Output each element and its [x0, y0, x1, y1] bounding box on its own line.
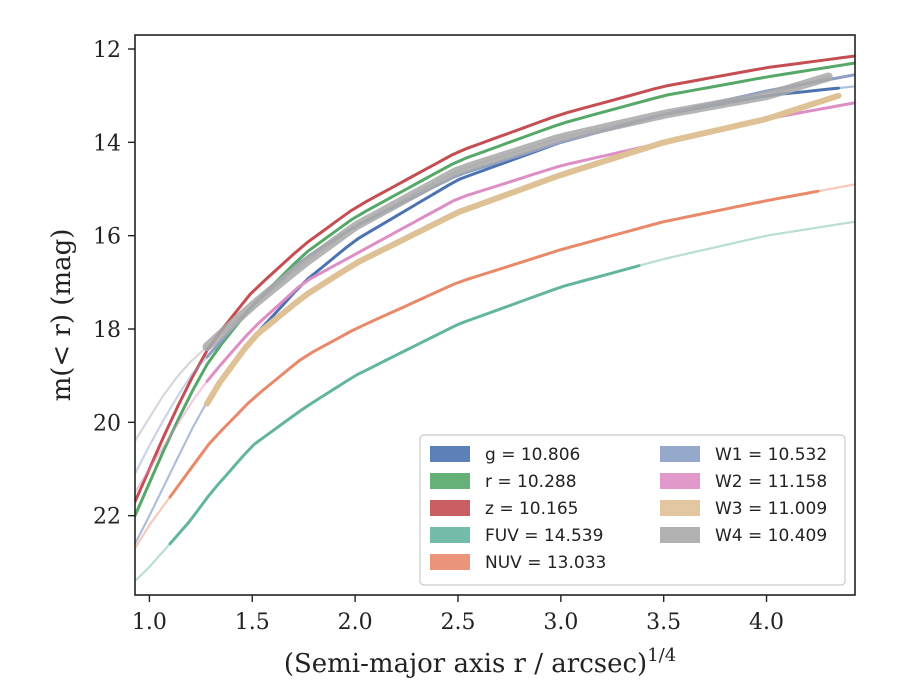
x-tick-label: 3.0	[543, 610, 578, 635]
series-w1-model-line	[135, 73, 855, 475]
legend-swatch	[660, 446, 700, 462]
series-w1-line	[205, 73, 855, 359]
legend-label: g = 10.806	[485, 445, 580, 465]
x-tick-label: 4.0	[749, 610, 784, 635]
series-nuv	[135, 183, 855, 549]
x-tick-label: 2.5	[440, 610, 475, 635]
x-tick-label: 1.0	[132, 610, 167, 635]
y-tick-label: 16	[93, 225, 121, 250]
y-tick-label: 14	[93, 131, 121, 156]
series-fuv-line	[168, 264, 641, 546]
x-tick-label: 2.0	[338, 610, 373, 635]
legend-label: z = 10.165	[485, 499, 578, 519]
plot-area	[134, 34, 856, 596]
series-w4	[135, 72, 833, 442]
legend-label: W3 = 11.009	[715, 499, 827, 519]
x-axis-label: (Semi-major axis r / arcsec)1/4	[284, 645, 676, 679]
legend-swatch	[430, 554, 470, 570]
legend-box	[419, 434, 846, 586]
series-layer	[135, 54, 855, 582]
legend-swatch	[430, 527, 470, 543]
series-w4-line	[202, 72, 833, 352]
x-axis: 1.0 1.5 2.0 2.5 3.0 3.5 4.0	[132, 595, 784, 635]
legend-swatch	[660, 527, 700, 543]
legend-label: r = 10.288	[485, 472, 577, 492]
legend-label: NUV = 13.033	[485, 553, 606, 573]
legend-label: W4 = 10.409	[715, 526, 827, 546]
series-w3	[204, 92, 842, 407]
series-w3-line	[204, 92, 842, 407]
x-tick-label: 3.5	[646, 610, 681, 635]
legend-label: FUV = 14.539	[485, 526, 603, 546]
series-nuv-line	[168, 189, 820, 499]
series-w1	[135, 73, 855, 475]
y-axis-label: m(< r) (mag)	[47, 229, 77, 402]
legend-swatch	[430, 500, 470, 516]
y-tick-label: 18	[93, 318, 121, 343]
series-z	[135, 54, 855, 504]
series-fuv	[135, 220, 855, 582]
x-axis-label-main: (Semi-major axis r / arcsec)	[284, 649, 647, 679]
y-axis: 12 14 16 18 20 22	[93, 38, 135, 530]
legend-swatch	[430, 446, 470, 462]
legend-label: W1 = 10.532	[715, 445, 827, 465]
legend-label: W2 = 11.158	[715, 472, 827, 492]
y-tick-label: 12	[93, 38, 121, 63]
x-axis-label-superscript: 1/4	[647, 645, 676, 666]
series-g-line	[205, 86, 840, 404]
y-tick-label: 22	[93, 505, 121, 530]
y-tick-label: 20	[93, 411, 121, 436]
legend-swatch	[660, 473, 700, 489]
x-tick-label: 1.5	[235, 610, 270, 635]
series-z-line	[135, 54, 855, 504]
legend: g = 10.806 r = 10.288 z = 10.165 FUV = 14.5…	[419, 434, 846, 586]
legend-swatch	[660, 500, 700, 516]
plot-frame	[134, 34, 856, 596]
legend-swatch	[430, 473, 470, 489]
